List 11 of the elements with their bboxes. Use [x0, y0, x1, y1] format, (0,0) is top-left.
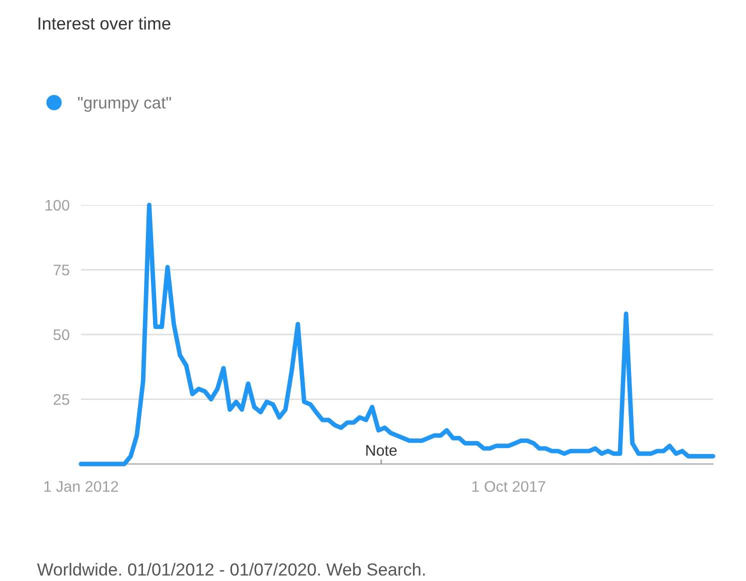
text: Worldwide. 01/01/2012 - 01/07/2020. Web Search. — [37, 562, 425, 576]
annotation: Note — [366, 445, 397, 456]
line-series — [78, 202, 716, 466]
chart-title: Interest over time — [38, 16, 170, 30]
y-tick-label: 75 — [54, 264, 70, 276]
y-tick-label: 50 — [54, 329, 70, 340]
x-tick-label: 1 Oct 2017 — [472, 481, 546, 492]
x-tick-label: 1 Jan 2012 — [44, 481, 118, 492]
legend-label: "grumpy cat" — [78, 96, 171, 112]
y-tick-label: 25 — [54, 394, 70, 405]
y-tick-label: 100 — [46, 200, 70, 211]
